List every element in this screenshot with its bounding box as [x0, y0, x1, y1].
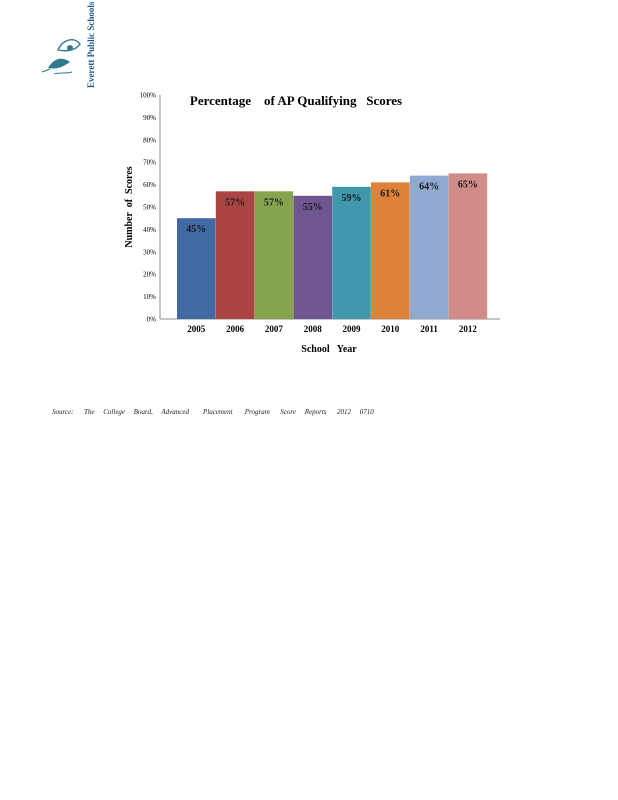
- data-label: 61%: [380, 188, 400, 199]
- y-tick-label: 60%: [143, 181, 156, 189]
- y-tick-label: 0%: [147, 316, 157, 324]
- y-tick-label: 50%: [143, 204, 156, 212]
- x-tick-label: 2009: [343, 324, 362, 334]
- x-tick-label: 2005: [187, 324, 206, 334]
- y-tick-label: 80%: [143, 136, 156, 144]
- bar-2009: [332, 186, 371, 319]
- x-tick-label: 2010: [381, 324, 400, 334]
- y-tick-label: 70%: [143, 159, 156, 167]
- source-note: Source: The College Board, Advanced Plac…: [52, 408, 374, 416]
- chart-title: Percentage of AP Qualifying Scores: [190, 93, 402, 108]
- y-tick-label: 10%: [143, 293, 156, 301]
- bar-2010: [371, 182, 410, 319]
- x-tick-label: 2008: [304, 324, 323, 334]
- district-logo: [40, 28, 102, 86]
- x-axis-title: School Year: [301, 344, 357, 355]
- ap-scores-bar-chart: Percentage of AP Qualifying Scores Numbe…: [124, 92, 500, 355]
- bar-2005: [177, 218, 216, 319]
- data-label: 59%: [342, 193, 362, 204]
- bar-2011: [409, 175, 449, 319]
- bar-2008: [293, 195, 332, 319]
- logo-emblem-icon: [41, 39, 81, 75]
- x-tick-label: 2012: [459, 324, 478, 334]
- x-tick-label: 2006: [226, 324, 245, 334]
- y-tick-label: 90%: [143, 114, 156, 122]
- y-tick-label: 20%: [143, 271, 156, 279]
- y-tick-label: 100%: [140, 92, 157, 100]
- bar-2007: [254, 191, 294, 319]
- y-tick-label: 30%: [143, 248, 156, 256]
- data-label: 57%: [264, 197, 284, 208]
- bar-2012: [448, 173, 488, 319]
- data-label: 64%: [419, 182, 439, 193]
- x-tick-label: 2007: [265, 324, 284, 334]
- y-tick-label: 40%: [143, 226, 156, 234]
- data-label: 65%: [458, 179, 478, 190]
- data-label: 45%: [186, 224, 206, 235]
- data-label: 57%: [225, 197, 245, 208]
- y-axis-title: Number of Scores: [124, 166, 135, 247]
- data-label: 55%: [303, 202, 323, 213]
- x-tick-label: 2011: [420, 324, 438, 334]
- bar-2006: [215, 191, 255, 319]
